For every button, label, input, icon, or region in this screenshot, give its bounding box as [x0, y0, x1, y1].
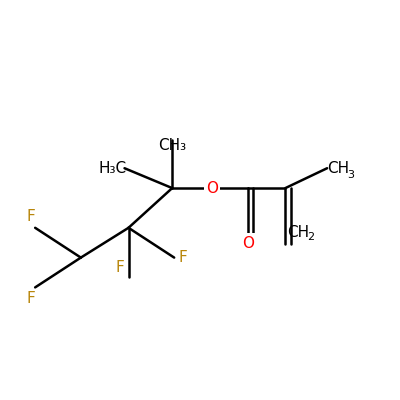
Text: F: F: [26, 209, 35, 224]
Text: CH: CH: [327, 161, 349, 176]
Text: F: F: [26, 291, 35, 306]
Text: O: O: [206, 180, 218, 196]
Text: CH: CH: [287, 225, 310, 240]
Text: F: F: [116, 260, 124, 276]
Text: F: F: [178, 250, 187, 265]
Text: 2: 2: [307, 232, 314, 242]
Text: CH₃: CH₃: [158, 138, 186, 154]
Text: O: O: [242, 236, 254, 251]
Text: H₃C: H₃C: [98, 161, 126, 176]
Text: 3: 3: [347, 170, 354, 180]
